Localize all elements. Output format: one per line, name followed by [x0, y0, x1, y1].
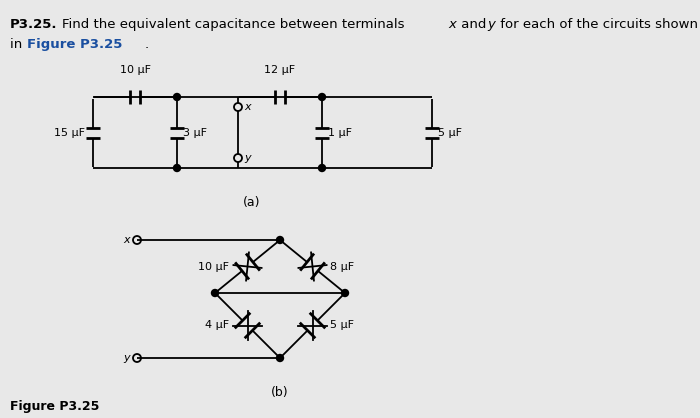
Circle shape [211, 290, 218, 296]
Text: y: y [244, 153, 251, 163]
Text: 12 μF: 12 μF [265, 65, 295, 75]
Text: y: y [487, 18, 495, 31]
Text: Find the equivalent capacitance between terminals: Find the equivalent capacitance between … [62, 18, 409, 31]
Text: 8 μF: 8 μF [330, 262, 355, 272]
Circle shape [318, 165, 326, 171]
Text: y: y [123, 353, 130, 363]
Text: x: x [123, 235, 130, 245]
Circle shape [318, 94, 326, 100]
Text: and: and [457, 18, 491, 31]
Circle shape [276, 354, 284, 362]
Text: for each of the circuits shown: for each of the circuits shown [496, 18, 698, 31]
Text: 4 μF: 4 μF [205, 321, 230, 331]
Text: (a): (a) [244, 196, 260, 209]
Text: x: x [244, 102, 251, 112]
Text: P3.25.: P3.25. [10, 18, 57, 31]
Text: 5 μF: 5 μF [330, 321, 354, 331]
Text: 3 μF: 3 μF [183, 127, 207, 138]
Text: 10 μF: 10 μF [120, 65, 150, 75]
Text: 1 μF: 1 μF [328, 127, 352, 138]
Text: in: in [10, 38, 27, 51]
Text: 5 μF: 5 μF [438, 127, 462, 138]
Text: Figure P3.25: Figure P3.25 [27, 38, 122, 51]
Circle shape [174, 94, 181, 100]
Text: .: . [145, 38, 149, 51]
Text: 15 μF: 15 μF [54, 127, 85, 138]
Text: Figure P3.25: Figure P3.25 [10, 400, 99, 413]
Text: (b): (b) [271, 386, 289, 399]
Circle shape [174, 165, 181, 171]
Text: 10 μF: 10 μF [199, 262, 230, 272]
Circle shape [342, 290, 349, 296]
Text: x: x [448, 18, 456, 31]
Circle shape [276, 237, 284, 244]
